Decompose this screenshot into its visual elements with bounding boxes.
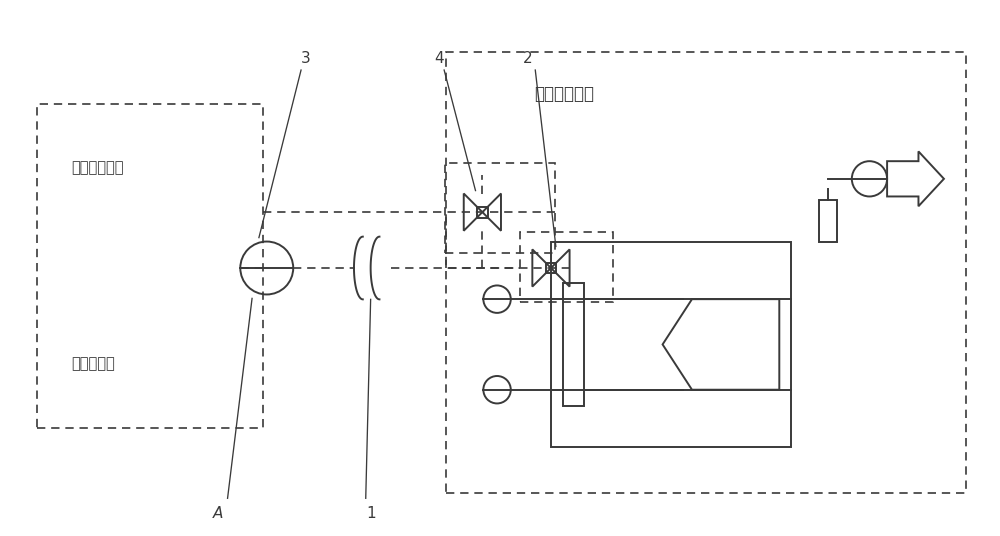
Bar (37, 105, 263, 428)
Text: 柱吸附系统: 柱吸附系统 (72, 356, 115, 371)
Text: 槽式吸附系统: 槽式吸附系统 (72, 161, 124, 176)
Text: A: A (213, 505, 223, 520)
Bar (445, 163, 555, 254)
Bar (446, 53, 966, 494)
Text: 3: 3 (301, 51, 311, 66)
Bar (546, 263, 556, 273)
Text: 1: 1 (366, 505, 375, 520)
Bar (551, 242, 791, 448)
Text: 2: 2 (523, 51, 532, 66)
Bar (520, 232, 613, 302)
Bar (563, 282, 584, 406)
Bar (477, 207, 488, 218)
Bar (819, 200, 837, 242)
Text: 4: 4 (434, 51, 444, 66)
Text: 废液处理系统: 废液处理系统 (534, 85, 594, 102)
